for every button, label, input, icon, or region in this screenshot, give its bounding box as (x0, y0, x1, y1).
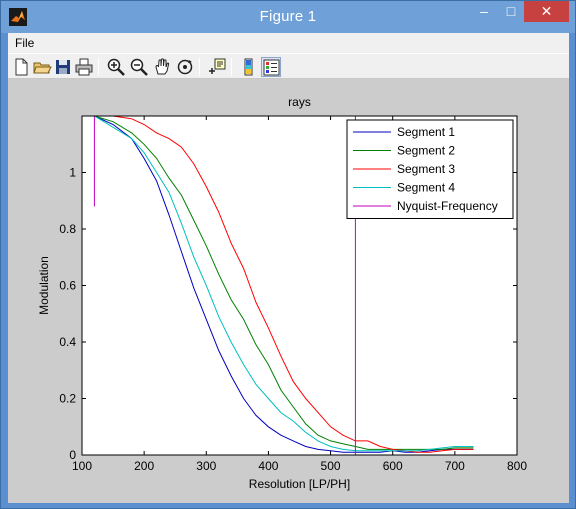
x-tick-label: 300 (196, 459, 216, 473)
x-tick-label: 400 (258, 459, 278, 473)
menu-bar: File (8, 33, 569, 53)
matlab-logo-icon[interactable] (9, 8, 27, 26)
open-folder-icon[interactable] (32, 57, 52, 77)
y-tick-label: 1 (69, 166, 76, 180)
legend-label: Segment 3 (397, 162, 455, 176)
new-file-icon[interactable] (11, 57, 31, 77)
series-line-segment-4 (94, 116, 474, 452)
x-tick-label: 100 (72, 459, 92, 473)
close-button[interactable]: ✕ (524, 1, 569, 22)
legend-icon[interactable] (261, 57, 281, 77)
x-tick-label: 700 (445, 459, 465, 473)
data-cursor-icon[interactable] (207, 57, 227, 77)
toolbar-separator (231, 58, 232, 76)
pan-hand-icon[interactable] (152, 57, 172, 77)
figure-toolbar (8, 53, 569, 79)
x-tick-label: 200 (134, 459, 154, 473)
legend-label: Nyquist-Frequency (397, 199, 498, 213)
series-line-segment-2 (94, 116, 474, 450)
title-bar[interactable]: Figure 1 – □ ✕ (1, 1, 575, 33)
legend-label: Segment 2 (397, 144, 455, 158)
y-tick-label: 0.4 (59, 335, 76, 349)
minimize-button[interactable]: – (480, 3, 488, 19)
x-tick-label: 500 (321, 459, 341, 473)
toolbar-separator (199, 58, 200, 76)
line-chart[interactable]: 100 200 300 400 500 600 700 800 0 0.2 0.4 0.6 0.8 1 ra… (8, 79, 569, 503)
y-tick-label: 0.6 (59, 279, 76, 293)
y-tick-label: 0.2 (59, 392, 76, 406)
chart-title: rays (288, 95, 311, 109)
legend-label: Segment 1 (397, 125, 455, 139)
save-icon[interactable] (53, 57, 73, 77)
x-tick-label: 800 (507, 459, 527, 473)
x-tick-label: 600 (383, 459, 403, 473)
zoom-in-icon[interactable] (106, 57, 126, 77)
y-tick-label: 0 (69, 448, 76, 462)
menu-file[interactable]: File (15, 36, 35, 50)
x-axis-label: Resolution [LP/PH] (249, 477, 350, 491)
rotate-3d-icon[interactable] (175, 57, 195, 77)
legend-label: Segment 4 (397, 181, 455, 195)
toolbar-separator (98, 58, 99, 76)
window-title: Figure 1 (259, 8, 317, 25)
maximize-button[interactable]: □ (506, 3, 516, 19)
zoom-out-icon[interactable] (129, 57, 149, 77)
series-line-segment-3 (94, 116, 474, 453)
colorbar-icon[interactable] (239, 57, 259, 77)
print-icon[interactable] (74, 57, 94, 77)
y-tick-label: 0.8 (59, 222, 76, 236)
figure-canvas: 100 200 300 400 500 600 700 800 0 0.2 0.4 0.6 0.8 1 ra… (8, 79, 569, 503)
y-axis-label: Modulation (37, 256, 51, 315)
